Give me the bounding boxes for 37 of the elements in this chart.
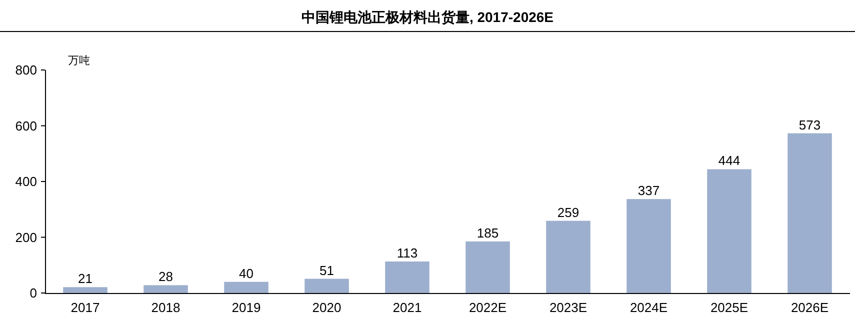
bar [385,262,430,293]
y-tick-label: 600 [15,118,37,134]
bar [144,285,188,293]
data-label: 337 [638,183,660,198]
bar [707,169,752,293]
x-tick-label: 2019 [232,300,261,315]
bar [224,282,268,293]
bar [546,220,590,293]
x-tick-label: 2023E [549,300,588,315]
bar [304,278,349,293]
x-tick-label: 2025E [710,300,748,315]
bar [466,241,510,293]
x-tick-label: 2020 [312,300,342,315]
data-label: 21 [78,271,92,286]
bar [788,133,832,293]
x-tick-label: 2018 [151,300,180,315]
data-label: 185 [476,225,499,240]
data-label: 113 [396,246,418,260]
x-tick-label: 2021 [392,300,422,315]
y-tick-label: 0 [30,286,37,300]
data-label: 51 [320,262,334,278]
x-tick-label: 2022E [468,300,507,315]
data-label: 259 [557,204,580,220]
y-axis-title: 万吨 [68,54,90,67]
y-tick-label: 800 [15,62,37,78]
bar [63,287,108,293]
x-tick-label: 2017 [70,300,100,315]
data-label: 444 [718,153,740,168]
data-label: 28 [158,269,173,284]
bar [626,199,671,293]
data-label: 573 [798,117,821,132]
x-tick-label: 2024E [630,300,668,315]
y-tick-label: 400 [15,174,37,189]
data-label: 40 [239,266,254,281]
x-tick-label: 2026E [790,300,829,315]
chart-title: 中国锂电池正极材料出货量, 2017-2026E [301,9,554,25]
y-tick-label: 200 [15,230,37,245]
